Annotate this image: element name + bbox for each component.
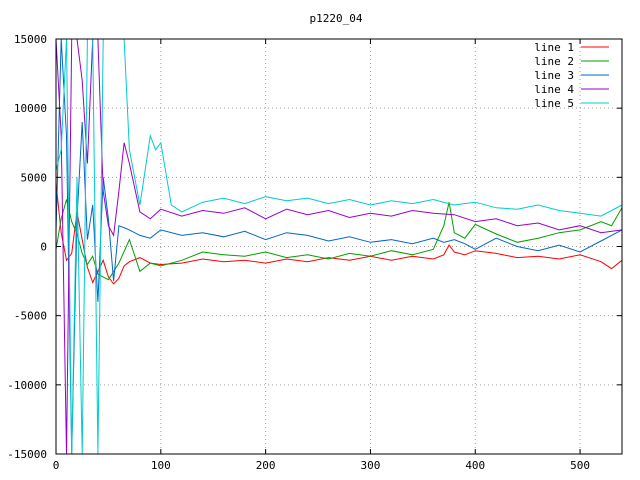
y-tick-label: 15000 (14, 33, 47, 46)
chart-title: p1220_04 (310, 12, 363, 25)
series-line-1 (55, 182, 623, 285)
x-tick-label: 300 (361, 459, 381, 472)
x-tick-label: 100 (151, 459, 171, 472)
legend-label: line 5 (534, 97, 574, 110)
x-tick-label: 500 (570, 459, 590, 472)
series-line-3 (55, 38, 623, 455)
x-tick-label: 400 (465, 459, 485, 472)
legend-label: line 1 (534, 41, 574, 54)
series-line-4 (55, 38, 623, 455)
y-tick-label: 5000 (21, 171, 48, 184)
y-tick-label: -15000 (7, 448, 47, 461)
legend-label: line 4 (534, 83, 574, 96)
x-tick-label: 0 (53, 459, 60, 472)
x-tick-label: 200 (256, 459, 276, 472)
y-tick-label: 10000 (14, 102, 47, 115)
legend-label: line 2 (534, 55, 574, 68)
y-tick-label: -10000 (7, 379, 47, 392)
series-line-2 (55, 199, 623, 281)
y-tick-label: 0 (40, 241, 47, 254)
legend-label: line 3 (534, 69, 574, 82)
y-tick-label: -5000 (14, 310, 47, 323)
ticks: 0 100 200 300 400 500 -15000 -10000 -5000 0 5000 10… (7, 33, 622, 472)
